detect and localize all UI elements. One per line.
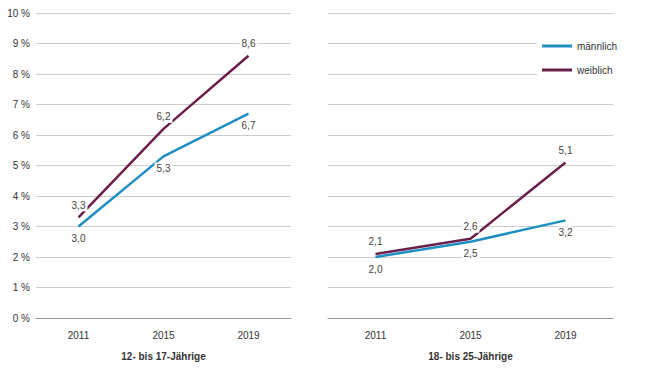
svg-text:7 %: 7 % — [13, 99, 30, 110]
svg-text:3,3: 3,3 — [72, 200, 86, 211]
svg-text:3 %: 3 % — [13, 221, 30, 232]
svg-text:2,6: 2,6 — [464, 221, 478, 232]
svg-text:männlich: männlich — [577, 41, 617, 52]
svg-text:8 %: 8 % — [13, 69, 30, 80]
svg-text:2019: 2019 — [237, 330, 260, 341]
svg-text:2015: 2015 — [459, 330, 482, 341]
svg-text:2 %: 2 % — [13, 252, 30, 263]
svg-text:4 %: 4 % — [13, 191, 30, 202]
svg-text:1 %: 1 % — [13, 282, 30, 293]
svg-text:10 %: 10 % — [7, 8, 30, 19]
svg-text:3,0: 3,0 — [72, 233, 86, 244]
svg-text:12- bis 17-Jährige: 12- bis 17-Jährige — [121, 351, 206, 362]
svg-text:2,0: 2,0 — [369, 264, 383, 275]
svg-text:2,1: 2,1 — [369, 236, 383, 247]
svg-text:8,6: 8,6 — [242, 38, 256, 49]
svg-text:2015: 2015 — [152, 330, 175, 341]
svg-text:9 %: 9 % — [13, 38, 30, 49]
svg-text:2,5: 2,5 — [464, 248, 478, 259]
svg-text:6,7: 6,7 — [242, 120, 256, 131]
svg-text:5,1: 5,1 — [559, 145, 573, 156]
svg-text:0 %: 0 % — [13, 313, 30, 324]
svg-text:3,2: 3,2 — [559, 227, 573, 238]
svg-text:2011: 2011 — [365, 330, 387, 341]
svg-text:6 %: 6 % — [13, 130, 30, 141]
svg-text:5 %: 5 % — [13, 160, 30, 171]
svg-text:2019: 2019 — [554, 330, 577, 341]
svg-text:18- bis 25-Jährige: 18- bis 25-Jährige — [428, 351, 513, 362]
svg-text:weiblich: weiblich — [576, 65, 613, 76]
svg-text:5,3: 5,3 — [157, 163, 171, 174]
svg-text:2011: 2011 — [68, 330, 90, 341]
svg-text:6,2: 6,2 — [157, 111, 171, 122]
